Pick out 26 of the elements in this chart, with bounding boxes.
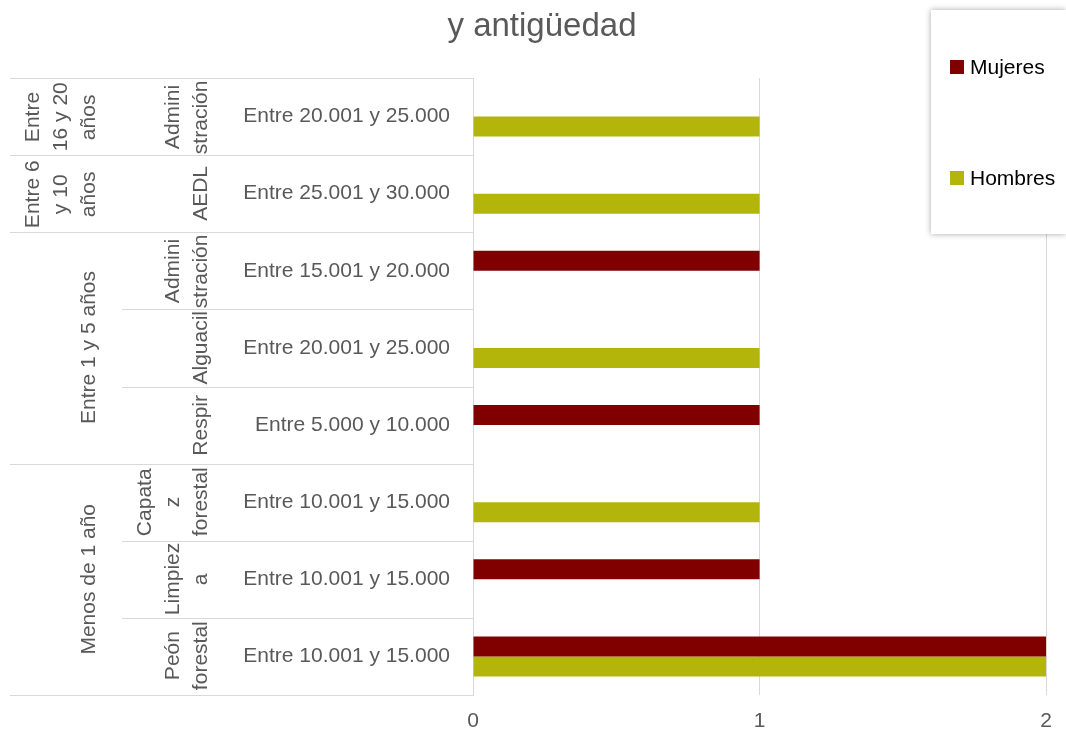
text: Peón forestal [159,621,212,693]
y-tick-label: Entre 10.001 y 15.000 [243,488,450,512]
text: Entre 16 y 20 años [19,81,100,154]
y-tick-label: Entre 20.001 y 25.000 [243,334,450,358]
text: Capataz forestal [131,466,212,539]
legend-label: Hombres [970,165,1056,191]
text: Administración [159,79,212,154]
y-tick-label: Entre 5.000 y 10.000 [255,411,450,435]
text: Alguacil [187,310,212,385]
text: Respir [187,394,212,456]
text: Administración [159,233,212,308]
text: Entre 6 y 10 años [19,158,100,230]
text: Menos de 1 año [75,503,100,655]
text: Entre 1 y 5 años [75,271,100,425]
text: Limpieza [159,542,212,617]
y-tick-label: Entre 10.001 y 15.000 [243,566,450,590]
y-tick-label: Entre 15.001 y 20.000 [243,257,450,281]
chart-title: y antigüedad [447,6,637,44]
x-tick-label: 0 [467,708,479,732]
x-tick-label: 1 [753,708,766,732]
legend-label: Mujeres [970,54,1045,80]
y-tick-label: Entre 20.001 y 25.000 [243,103,450,127]
text: AEDL [187,166,212,222]
y-tick-label: Entre 25.001 y 30.000 [243,180,450,204]
x-tick-label: 2 [1040,708,1052,732]
y-tick-label: Entre 10.001 y 15.000 [243,643,450,667]
